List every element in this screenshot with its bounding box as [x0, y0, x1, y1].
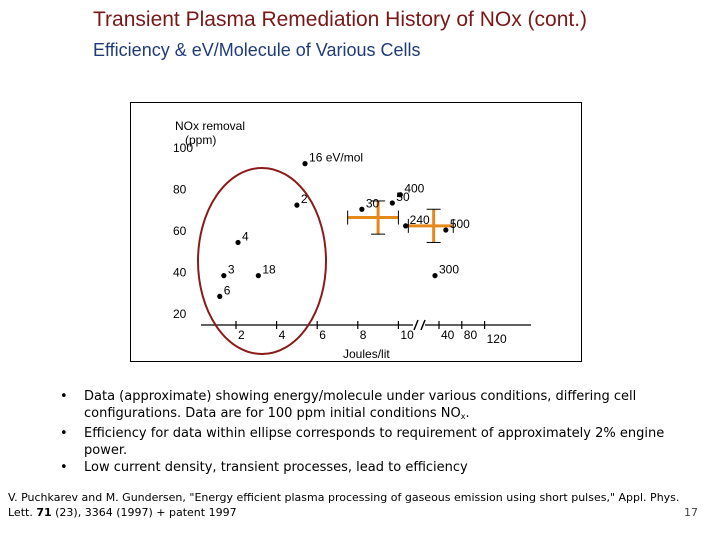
y-tick-label: 60 — [173, 224, 187, 238]
citation-text: V. Puchkarev and M. Gundersen, "Energy e… — [8, 491, 680, 519]
bullet-text-1-end: . — [465, 406, 470, 421]
x-tick-label: 80 — [464, 328, 478, 342]
figure-panel: NOx removal (ppm) 100 80 60 40 20 2 4 6 8 10 40 80… — [130, 102, 582, 362]
page-number: 17 — [684, 506, 698, 519]
bullet-subscript: x — [460, 412, 466, 421]
data-point — [403, 223, 409, 229]
axis-break-mark — [413, 319, 419, 331]
x-axis-label: Joules/lit — [343, 347, 390, 361]
data-point — [221, 273, 227, 279]
data-point-label: 300 — [439, 263, 459, 277]
axis-break-mark — [420, 319, 426, 331]
data-point-label: 18 — [262, 263, 276, 277]
bullet-text-1: Data (approximate) showing energy/molecu… — [84, 389, 637, 421]
citation-text-end: (23), 3364 (1997) + patent 1997 — [51, 506, 237, 519]
y-axis-label-line2: (ppm) — [185, 133, 216, 147]
data-point — [302, 161, 308, 167]
data-point-label: 2 — [301, 192, 308, 206]
x-tick-label: 10 — [400, 328, 414, 342]
x-tick-label: 2 — [238, 328, 245, 342]
bullet-text-3: Low current density, transient processes… — [84, 460, 468, 475]
bullet-item-3: Low current density, transient processes… — [60, 459, 680, 476]
bullet-item-1: Data (approximate) showing energy/molecu… — [60, 388, 680, 425]
x-tick-label: 6 — [319, 328, 326, 342]
x-tick-label: 8 — [360, 328, 367, 342]
slide-subtitle: Efficiency & eV/Molecule of Various Cell… — [93, 40, 421, 60]
citation: V. Puchkarev and M. Gundersen, "Energy e… — [8, 490, 688, 520]
citation-volume: 71 — [36, 506, 52, 519]
data-point — [235, 239, 241, 246]
data-point — [432, 273, 438, 279]
y-tick-labels: 100 80 60 40 20 — [173, 141, 193, 321]
bullet-list: Data (approximate) showing energy/molecu… — [60, 388, 680, 476]
bullet-item-2: Efficiency for data within ellipse corre… — [60, 425, 680, 459]
data-point-label: 400 — [404, 182, 424, 196]
x-tick-labels: 2 4 6 8 10 40 80 120 — [238, 328, 507, 346]
data-point — [294, 202, 300, 208]
error-bars — [347, 200, 454, 243]
slide-title: Transient Plasma Remediation History of … — [93, 8, 588, 31]
data-point-label: 30 — [366, 196, 380, 210]
data-point — [359, 206, 365, 212]
y-tick-label: 100 — [173, 141, 193, 155]
x-axis — [201, 319, 531, 331]
x-tick-label: 120 — [487, 332, 507, 346]
y-axis-label-line1: NOx removal — [175, 119, 245, 133]
y-axis-label: NOx removal (ppm) — [175, 119, 245, 147]
data-point-label: 500 — [450, 217, 470, 231]
scatter-chart: NOx removal (ppm) 100 80 60 40 20 2 4 6 8 10 40 80… — [173, 119, 531, 361]
data-point — [443, 227, 449, 233]
y-tick-label: 20 — [173, 307, 187, 321]
data-point-label: 6 — [224, 283, 231, 297]
data-point-label: 240 — [410, 213, 430, 227]
data-point — [217, 293, 223, 299]
data-point-label: 3 — [228, 263, 235, 277]
data-point — [397, 192, 403, 198]
x-tick-label: 40 — [441, 328, 455, 342]
data-point — [389, 200, 395, 206]
efficiency-ellipse — [197, 167, 327, 355]
x-tick-label: 4 — [279, 328, 286, 342]
y-tick-label: 80 — [173, 183, 187, 197]
data-point — [255, 273, 261, 279]
data-point-label: 4 — [242, 229, 249, 243]
bullet-text-2: Efficiency for data within ellipse corre… — [84, 426, 665, 458]
data-point-label: 16 eV/mol — [309, 151, 363, 165]
y-tick-label: 40 — [173, 266, 187, 280]
